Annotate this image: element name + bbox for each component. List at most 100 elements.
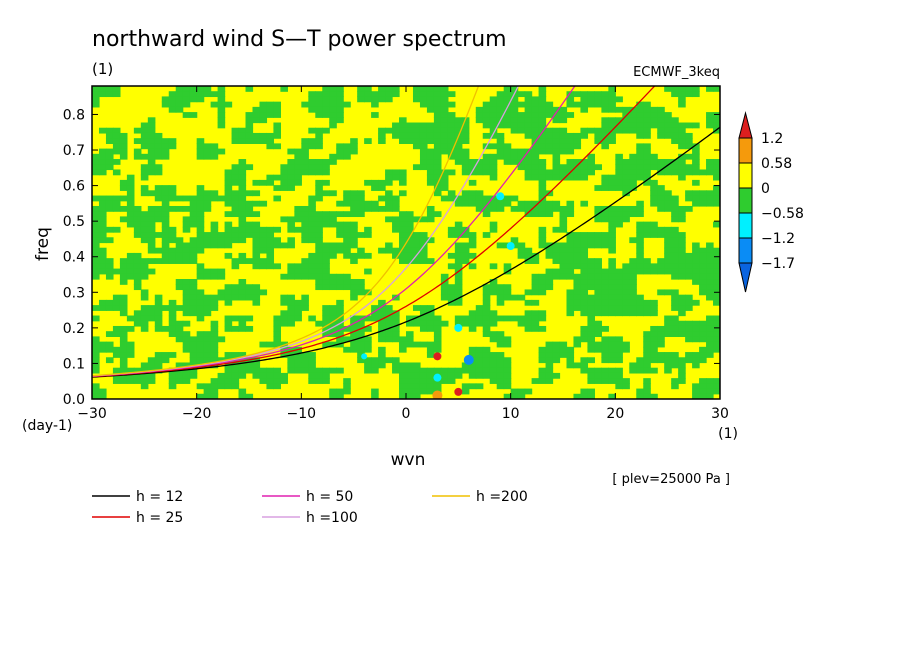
field-cell: [210, 320, 219, 327]
field-cell: [161, 101, 170, 108]
field-cell: [601, 325, 609, 332]
field-cell: [294, 362, 302, 369]
field-cell: [399, 336, 407, 343]
field-cell: [301, 263, 309, 270]
field-cell: [126, 205, 135, 212]
field-cell: [692, 247, 700, 254]
field-cell: [133, 367, 142, 374]
field-cell: [552, 268, 561, 275]
field-cell: [154, 258, 163, 264]
field-cell: [566, 252, 575, 259]
field-cell: [426, 315, 435, 322]
field-cell: [608, 279, 616, 285]
field-cell: [433, 148, 442, 155]
field-cell: [468, 252, 477, 259]
field-cell: [224, 211, 233, 218]
field-cell: [664, 122, 672, 129]
field-cell: [601, 279, 609, 285]
field-cell: [343, 284, 351, 291]
field-cell: [161, 221, 170, 228]
field-cell: [671, 132, 679, 139]
field-cell: [671, 305, 679, 311]
field-cell: [559, 127, 568, 134]
field-cell: [217, 122, 226, 129]
field-cell: [496, 242, 505, 249]
field-cell: [98, 195, 107, 202]
field-cell: [566, 96, 575, 103]
field-cell: [266, 263, 275, 270]
field-cell: [385, 174, 393, 181]
field-cell: [615, 352, 623, 358]
field-cell: [224, 315, 233, 322]
field-cell: [245, 284, 254, 291]
field-cell: [336, 200, 344, 207]
field-cell: [126, 195, 135, 202]
field-cell: [412, 216, 421, 223]
field-cell: [608, 247, 616, 254]
field-cell: [468, 367, 477, 374]
field-cell: [322, 112, 330, 118]
field-cell: [294, 367, 302, 374]
field-cell: [601, 289, 609, 296]
field-cell: [343, 388, 351, 395]
field-cell: [510, 205, 519, 212]
field-cell: [210, 195, 219, 202]
field-cell: [531, 127, 540, 134]
field-cell: [447, 169, 456, 176]
field-cell: [126, 315, 135, 322]
field-cell: [336, 315, 344, 322]
field-cell: [245, 315, 254, 322]
field-cell: [650, 185, 658, 191]
field-cell: [210, 153, 219, 160]
field-cell: [629, 367, 637, 374]
field-cell: [713, 258, 720, 264]
field-cell: [315, 247, 323, 254]
field-cell: [238, 362, 247, 369]
field-cell: [203, 200, 212, 207]
field-cell: [587, 325, 595, 332]
field-cell: [657, 127, 665, 134]
field-cell: [308, 352, 316, 358]
field-cell: [636, 132, 644, 139]
field-cell: [713, 294, 720, 301]
field-cell: [454, 200, 463, 207]
field-cell: [622, 190, 630, 197]
field-cell: [552, 159, 561, 165]
field-cell: [385, 179, 393, 186]
field-cell: [126, 185, 135, 191]
field-cell: [315, 96, 323, 103]
field-cell: [594, 263, 602, 270]
field-cell: [182, 341, 191, 348]
y-axis: 0.00.10.20.30.40.50.60.70.8: [63, 107, 720, 408]
field-cell: [594, 378, 602, 384]
field-cell: [378, 185, 386, 191]
field-cell: [203, 205, 212, 212]
field-cell: [259, 132, 268, 139]
field-cell: [98, 299, 107, 306]
field-cell: [182, 294, 191, 301]
field-cell: [231, 169, 240, 176]
field-cell: [657, 325, 665, 332]
field-cell: [217, 336, 226, 343]
field-cell: [224, 174, 233, 181]
field-cell: [447, 153, 456, 160]
field-anomaly: [454, 323, 463, 332]
field-cell: [252, 294, 261, 301]
field-cell: [706, 388, 714, 395]
field-cell: [587, 273, 595, 280]
field-cell: [252, 237, 261, 244]
field-cell: [699, 357, 707, 364]
field-cell: [252, 362, 261, 369]
field-cell: [559, 352, 568, 358]
field-cell: [643, 226, 651, 233]
field-cell: [294, 273, 302, 280]
field-cell: [168, 101, 177, 108]
field-cell: [440, 179, 449, 186]
field-cell: [92, 273, 100, 280]
field-cell: [545, 101, 554, 108]
field-cell: [608, 101, 616, 108]
field-cell: [245, 122, 254, 129]
field-cell: [308, 362, 316, 369]
field-cell: [161, 237, 170, 244]
field-cell: [685, 320, 693, 327]
